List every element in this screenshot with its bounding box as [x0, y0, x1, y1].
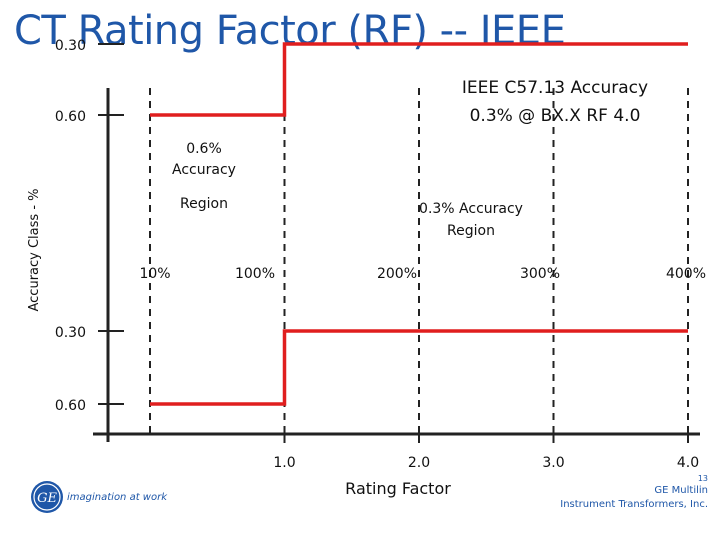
x-tick-label: 1.0	[273, 455, 295, 471]
standard-annotation-line1: IEEE C57.13 Accuracy	[462, 78, 648, 98]
x-axis-title: Rating Factor	[345, 479, 451, 498]
logo-tagline: imagination at work	[67, 492, 167, 503]
y-axis-title: Accuracy Class - %	[27, 189, 42, 312]
region-06-label: Accuracy	[172, 162, 236, 178]
page-number: 13	[697, 474, 708, 483]
page-title: CT Rating Factor (RF) -- IEEE	[14, 8, 566, 54]
accuracy-limit-line	[150, 42, 688, 117]
current-percent-label: 400%	[666, 266, 706, 282]
ge-logo-icon: GE	[31, 481, 63, 513]
current-percent-label: 300%	[520, 266, 560, 282]
region-06-label: Region	[180, 196, 228, 212]
y-tick-label: 0.30	[55, 38, 86, 54]
region-06-label: 0.6%	[186, 141, 222, 157]
footer-company-full: Instrument Transformers, Inc.	[560, 499, 708, 510]
x-tick-label: 4.0	[677, 455, 699, 471]
svg-text:GE: GE	[37, 491, 57, 506]
footer-company: GE Multilin	[654, 485, 708, 496]
y-tick-label: 0.30	[55, 325, 86, 341]
current-percent-label: 200%	[377, 266, 417, 282]
region-03-label: 0.3% Accuracy	[419, 201, 523, 217]
y-tick-label: 0.60	[55, 398, 86, 414]
current-percent-label: 100%	[235, 266, 275, 282]
standard-annotation-line2: 0.3% @ BX.X RF 4.0	[470, 106, 641, 126]
footer: 13 GE Multilin Instrument Transformers, …	[560, 474, 708, 512]
x-tick-label: 2.0	[408, 455, 430, 471]
accuracy-limit-line	[150, 329, 688, 406]
current-percent-label: 10%	[139, 266, 170, 282]
x-tick-label: 3.0	[542, 455, 564, 471]
y-tick-label: 0.60	[55, 109, 86, 125]
region-03-label: Region	[447, 223, 495, 239]
